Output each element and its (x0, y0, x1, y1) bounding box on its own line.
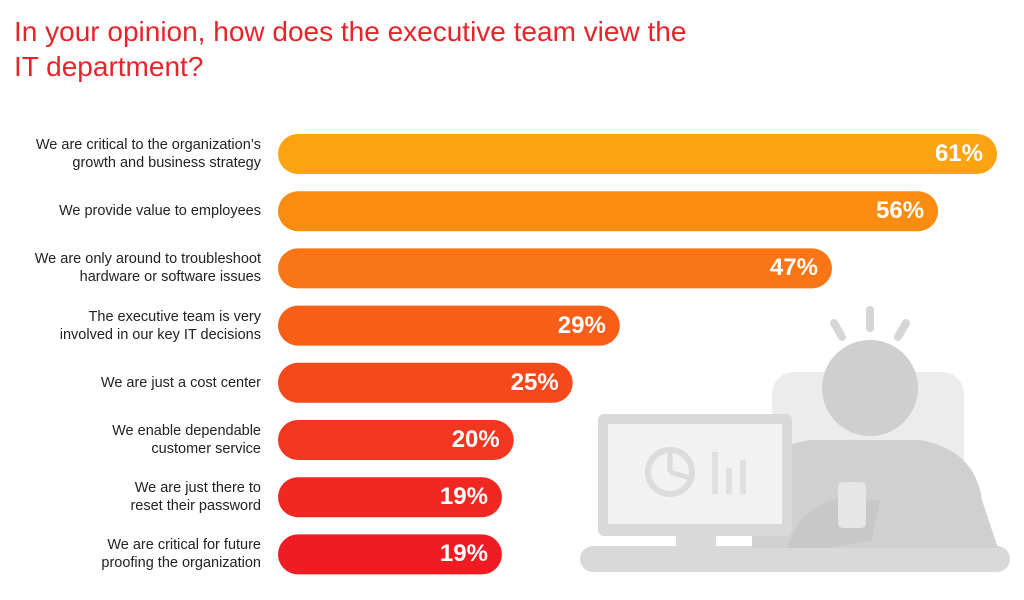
bar-label-3: We are only around to troubleshoot hardw… (34, 251, 261, 286)
bar-label-4: The executive team is very involved in o… (59, 308, 261, 343)
desk-shape (580, 546, 1010, 572)
phone-icon (838, 482, 866, 528)
chart-title: In your opinion, how does the executive … (14, 16, 687, 82)
bar-1 (278, 134, 997, 174)
bar-2 (278, 191, 939, 232)
bar-value-8: 19% (439, 540, 488, 568)
bar-5 (278, 362, 573, 403)
bar-8 (278, 534, 502, 575)
bar-label-6: We enable dependable customer service (112, 423, 261, 457)
bar-label-5: We are just a cost center (100, 374, 261, 391)
bar-label-1: We are critical to the organization’s gr… (35, 137, 261, 171)
monitor-stand (676, 536, 716, 546)
bar-value-4: 29% (557, 311, 606, 339)
bar-value-2: 56% (876, 197, 925, 225)
alert-line-left (830, 319, 846, 341)
bar-value-3: 47% (769, 254, 818, 282)
bar-value-7: 19% (439, 483, 488, 511)
alert-line-right (894, 319, 910, 341)
bar-value-6: 20% (451, 426, 500, 453)
bar-3 (278, 248, 832, 289)
alert-line-center (866, 306, 874, 332)
bar-7 (278, 477, 502, 518)
bar-label-8: We are critical for future proofing the … (101, 537, 261, 572)
bar-label-7: We are just there to reset their passwor… (130, 480, 261, 515)
bar-4 (278, 305, 620, 346)
screen-bar-icon (712, 452, 718, 494)
bar-value-1: 61% (934, 140, 983, 167)
bar-label-2: We provide value to employees (58, 203, 261, 220)
bar-value-5: 25% (510, 368, 559, 396)
bar-6 (278, 420, 514, 460)
head-shape (822, 340, 918, 436)
monitor-screen (608, 424, 782, 524)
